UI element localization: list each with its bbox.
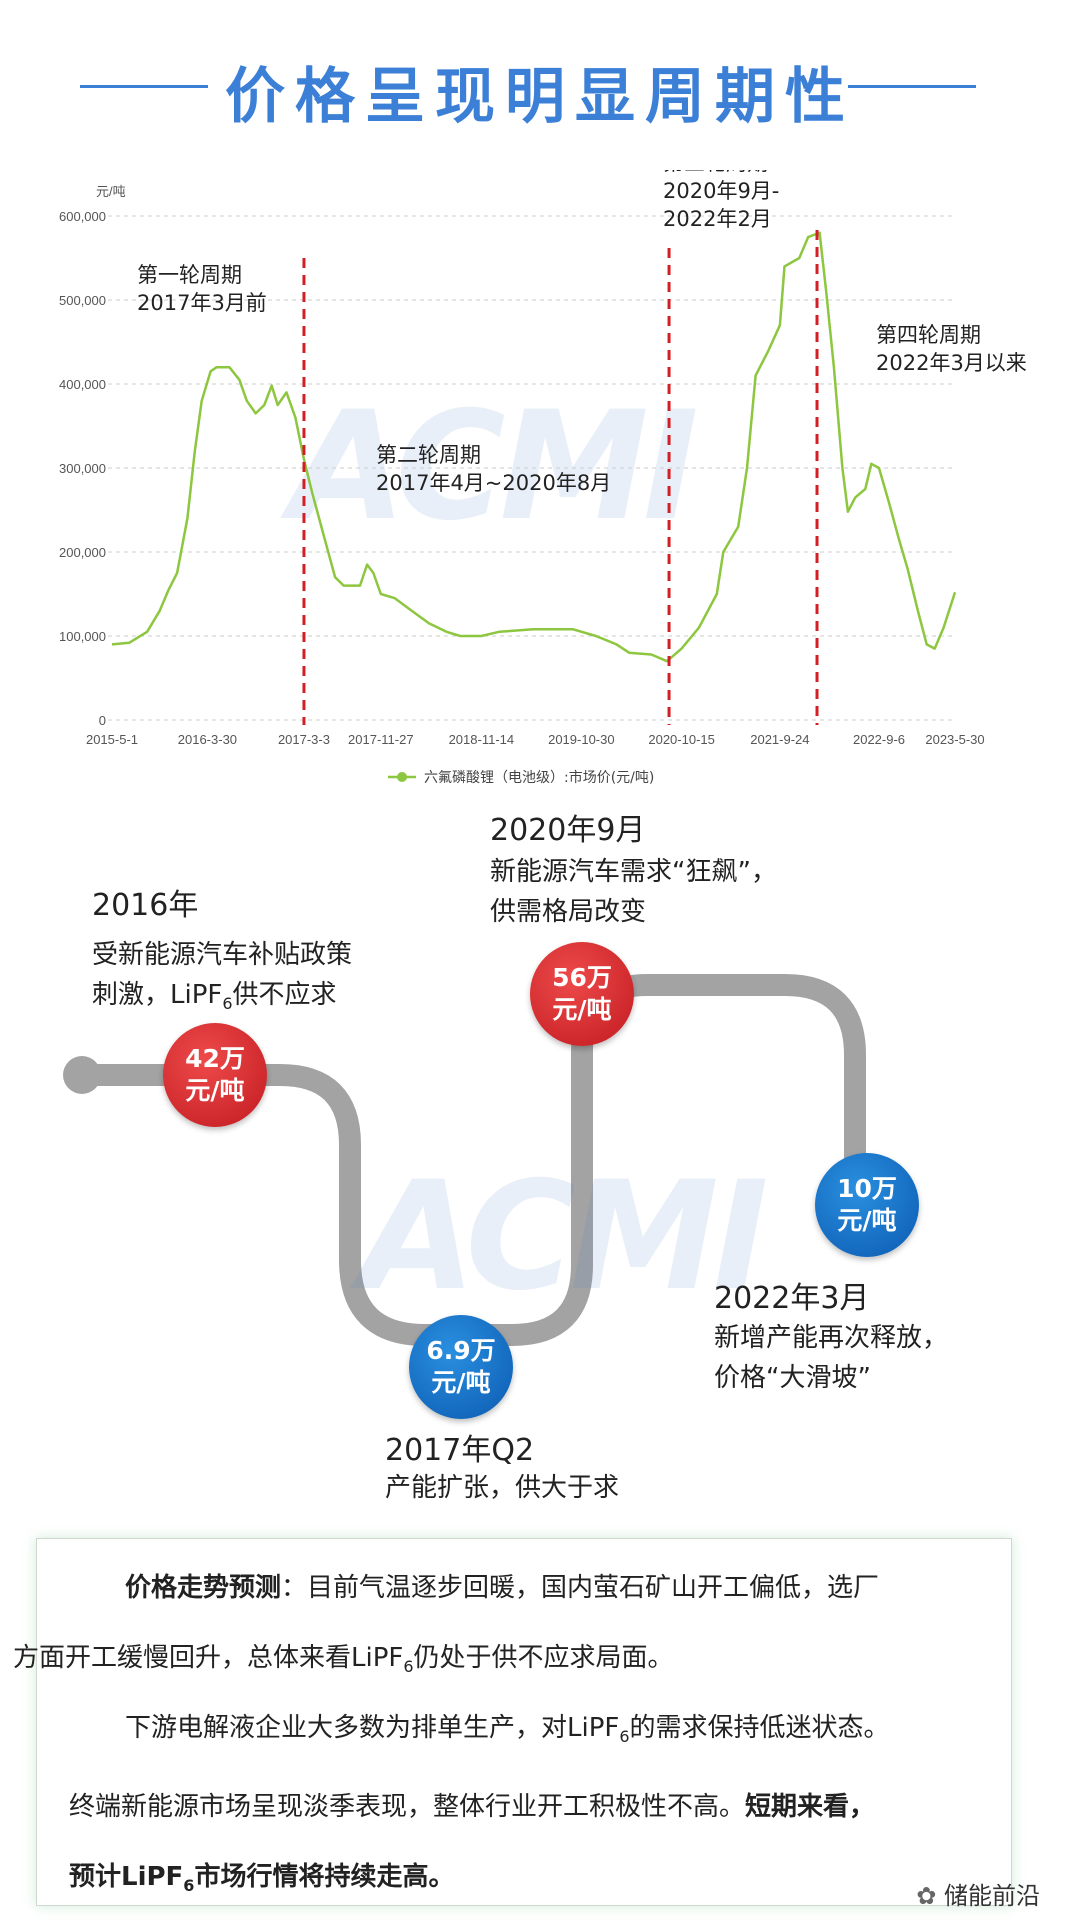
forecast-paragraph-1: 价格走势预测：目前气温逐步回暖，国内萤石矿山开工偏低，选厂 方面开工缓慢回升，总… bbox=[13, 1573, 880, 1677]
price-bubble-6-9: 6.9万 元/吨 bbox=[409, 1315, 513, 1419]
watermark-timeline: ACMI bbox=[360, 1150, 769, 1324]
price-bubble-10: 10万 元/吨 bbox=[815, 1153, 919, 1257]
y-tick-label: 500,000 bbox=[59, 293, 106, 308]
cycle-annotation: 第四轮周期 bbox=[876, 323, 981, 347]
price-line-chart: 元/吨 0 100,000 200,000 300,000 400,000 500,000 6… bbox=[59, 170, 1027, 786]
x-tick-label: 2017-3-3 bbox=[278, 732, 330, 747]
watermark-chart: ACMI bbox=[290, 380, 699, 554]
x-tick-label: 2022-9-6 bbox=[853, 732, 905, 747]
page-title: 价格呈现明显周期性 bbox=[225, 62, 855, 132]
cycle-annotation: 2022年2月 bbox=[663, 207, 772, 231]
node-2016-desc: 受新能源汽车补贴政策 刺激，LiPF6供不应求 bbox=[92, 940, 353, 1014]
price-bubble-56: 56万 元/吨 bbox=[530, 942, 634, 1046]
forecast-box: 价格走势预测：目前气温逐步回暖，国内萤石矿山开工偏低，选厂 方面开工缓慢回升，总… bbox=[13, 1538, 1012, 1906]
y-tick-label: 400,000 bbox=[59, 377, 106, 392]
y-tick-label: 0 bbox=[99, 713, 106, 728]
x-tick-label: 2015-5-1 bbox=[86, 732, 138, 747]
node-2020-desc: 新能源汽车需求“狂飙”， 供需格局改变 bbox=[490, 857, 777, 927]
node-2016-heading: 2016年 bbox=[92, 888, 199, 923]
footer-label: 储能前沿 bbox=[944, 1882, 1040, 1910]
wechat-icon: ✿ bbox=[916, 1882, 937, 1910]
x-tick-label: 2017-11-27 bbox=[348, 732, 414, 747]
forecast-paragraph-2: 下游电解液企业大多数为排单生产，对LiPF6的需求保持低迷状态。 终端新能源市场… bbox=[69, 1713, 890, 1896]
node-2020-heading: 2020年9月 bbox=[490, 813, 646, 848]
title-left-rule bbox=[80, 85, 208, 88]
cycle-annotation: 第三轮周期 bbox=[663, 170, 768, 175]
y-tick-label: 600,000 bbox=[59, 209, 106, 224]
title-right-rule bbox=[848, 85, 976, 88]
cycle-annotation: 第一轮周期 bbox=[137, 263, 242, 287]
cycle-annotation: 2022年3月以来 bbox=[876, 351, 1027, 375]
y-tick-label: 100,000 bbox=[59, 629, 106, 644]
cycle-annotation: 2017年3月前 bbox=[137, 291, 267, 315]
y-tick-label: 300,000 bbox=[59, 461, 106, 476]
node-2017q2-heading: 2017年Q2 bbox=[385, 1433, 535, 1468]
y-tick-label: 200,000 bbox=[59, 545, 106, 560]
cycle-annotation: 2017年4月~2020年8月 bbox=[376, 471, 611, 495]
title-bar: 价格呈现明显周期性 bbox=[0, 40, 1080, 132]
footer-source: ✿ 储能前沿 bbox=[916, 1876, 1040, 1911]
x-tick-label: 2019-10-30 bbox=[548, 732, 615, 747]
x-tick-label: 2016-3-30 bbox=[178, 732, 237, 747]
node-2022-desc: 新增产能再次释放， 价格“大滑坡” bbox=[714, 1323, 949, 1393]
legend-marker bbox=[397, 772, 407, 782]
price-bubble-42: 42万 元/吨 bbox=[163, 1023, 267, 1127]
series-line bbox=[111, 231, 957, 663]
node-2017q2-desc: 产能扩张，供大于求 bbox=[385, 1473, 620, 1503]
y-axis-unit: 元/吨 bbox=[96, 184, 126, 199]
x-tick-label: 2018-11-14 bbox=[449, 732, 515, 747]
x-tick-label: 2023-5-30 bbox=[925, 732, 984, 747]
x-tick-label: 2021-9-24 bbox=[750, 732, 809, 747]
x-tick-label: 2020-10-15 bbox=[648, 732, 715, 747]
legend-label: 六氟磷酸锂（电池级）:市场价(元/吨) bbox=[424, 769, 654, 786]
cycle-annotation: 2020年9月- bbox=[663, 179, 779, 203]
node-2022-heading: 2022年3月 bbox=[714, 1281, 870, 1316]
cycle-annotation: 第二轮周期 bbox=[376, 443, 481, 467]
